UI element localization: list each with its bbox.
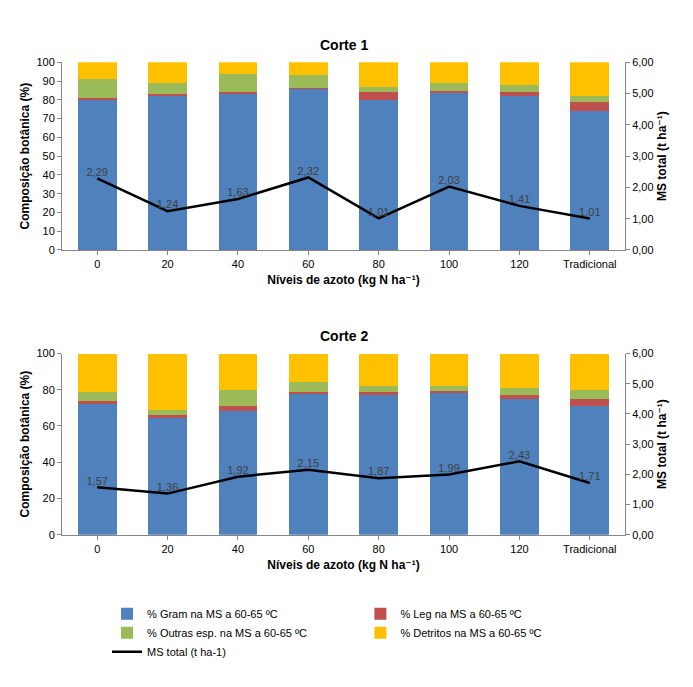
svg-text:4,00: 4,00 (632, 119, 653, 131)
svg-text:Composição botânica (%): Composição botânica (%) (18, 371, 32, 518)
svg-text:40: 40 (232, 543, 244, 555)
svg-text:1,87: 1,87 (368, 465, 389, 477)
svg-text:6,00: 6,00 (632, 347, 653, 359)
svg-text:20: 20 (43, 206, 55, 218)
svg-text:60: 60 (43, 131, 55, 143)
svg-text:1,00: 1,00 (632, 498, 653, 510)
svg-text:90: 90 (43, 75, 55, 87)
svg-text:0,00: 0,00 (632, 244, 653, 256)
svg-text:Tradicional: Tradicional (563, 543, 616, 555)
svg-text:1,36: 1,36 (157, 481, 178, 493)
svg-text:Níveis de azoto (kg N ha⁻¹): Níveis de azoto (kg N ha⁻¹) (267, 273, 419, 287)
svg-text:2,03: 2,03 (438, 174, 459, 186)
svg-text:2,29: 2,29 (86, 166, 107, 178)
svg-text:1,41: 1,41 (509, 193, 530, 205)
svg-text:2,43: 2,43 (509, 449, 530, 461)
svg-text:0: 0 (94, 543, 100, 555)
svg-text:Corte 2: Corte 2 (320, 328, 368, 344)
svg-text:2,00: 2,00 (632, 468, 653, 480)
svg-text:3,00: 3,00 (632, 150, 653, 162)
svg-text:100: 100 (36, 56, 54, 68)
svg-text:1,24: 1,24 (157, 198, 178, 210)
svg-text:100: 100 (36, 347, 54, 359)
svg-text:MS total (t ha⁻¹): MS total (t ha⁻¹) (655, 111, 669, 201)
svg-text:% Outras esp. na MS a 60-65 ºC: % Outras esp. na MS a 60-65 ºC (147, 627, 307, 639)
svg-text:MS total (t ha⁻¹): MS total (t ha⁻¹) (655, 399, 669, 489)
svg-text:1,57: 1,57 (86, 475, 107, 487)
svg-text:Corte 1: Corte 1 (320, 37, 368, 53)
svg-text:1,92: 1,92 (227, 464, 248, 476)
svg-text:1,01: 1,01 (368, 206, 389, 218)
svg-text:5,00: 5,00 (632, 378, 653, 390)
svg-text:Composição botânica (%): Composição botânica (%) (18, 83, 32, 230)
svg-text:1,00: 1,00 (632, 213, 653, 225)
svg-text:40: 40 (232, 258, 244, 270)
svg-text:40: 40 (43, 456, 55, 468)
svg-text:80: 80 (373, 543, 385, 555)
svg-text:80: 80 (43, 384, 55, 396)
svg-text:% Gram na MS a 60-65 ºC: % Gram na MS a 60-65 ºC (147, 608, 278, 620)
svg-text:2,15: 2,15 (298, 457, 319, 469)
svg-text:20: 20 (161, 258, 173, 270)
svg-text:2,32: 2,32 (298, 165, 319, 177)
svg-text:% Detritos na MS a 60-65 ºC: % Detritos na MS a 60-65 ºC (400, 627, 541, 639)
svg-text:120: 120 (510, 543, 528, 555)
svg-text:0: 0 (49, 529, 55, 541)
svg-text:1,01: 1,01 (579, 206, 600, 218)
svg-text:20: 20 (161, 543, 173, 555)
svg-text:100: 100 (440, 543, 458, 555)
svg-text:6,00: 6,00 (632, 56, 653, 68)
svg-text:1,63: 1,63 (227, 186, 248, 198)
svg-text:1,99: 1,99 (438, 462, 459, 474)
svg-text:0,00: 0,00 (632, 529, 653, 541)
svg-text:MS total (t ha-1): MS total (t ha-1) (147, 646, 226, 658)
svg-text:100: 100 (440, 258, 458, 270)
svg-text:70: 70 (43, 112, 55, 124)
svg-text:60: 60 (302, 258, 314, 270)
svg-text:2,00: 2,00 (632, 181, 653, 193)
svg-text:50: 50 (43, 150, 55, 162)
svg-text:Níveis de azoto (kg N ha⁻¹): Níveis de azoto (kg N ha⁻¹) (267, 558, 419, 572)
svg-text:20: 20 (43, 492, 55, 504)
svg-text:30: 30 (43, 188, 55, 200)
svg-text:0: 0 (94, 258, 100, 270)
svg-text:40: 40 (43, 169, 55, 181)
svg-text:4,00: 4,00 (632, 408, 653, 420)
svg-text:10: 10 (43, 225, 55, 237)
svg-text:120: 120 (510, 258, 528, 270)
svg-text:5,00: 5,00 (632, 87, 653, 99)
svg-text:% Leg na MS a 60-65 ºC: % Leg na MS a 60-65 ºC (400, 608, 521, 620)
svg-text:1,71: 1,71 (579, 470, 600, 482)
svg-text:80: 80 (43, 94, 55, 106)
svg-text:0: 0 (49, 244, 55, 256)
svg-text:60: 60 (302, 543, 314, 555)
svg-text:60: 60 (43, 420, 55, 432)
svg-text:80: 80 (373, 258, 385, 270)
svg-text:Tradicional: Tradicional (563, 258, 616, 270)
svg-text:3,00: 3,00 (632, 438, 653, 450)
